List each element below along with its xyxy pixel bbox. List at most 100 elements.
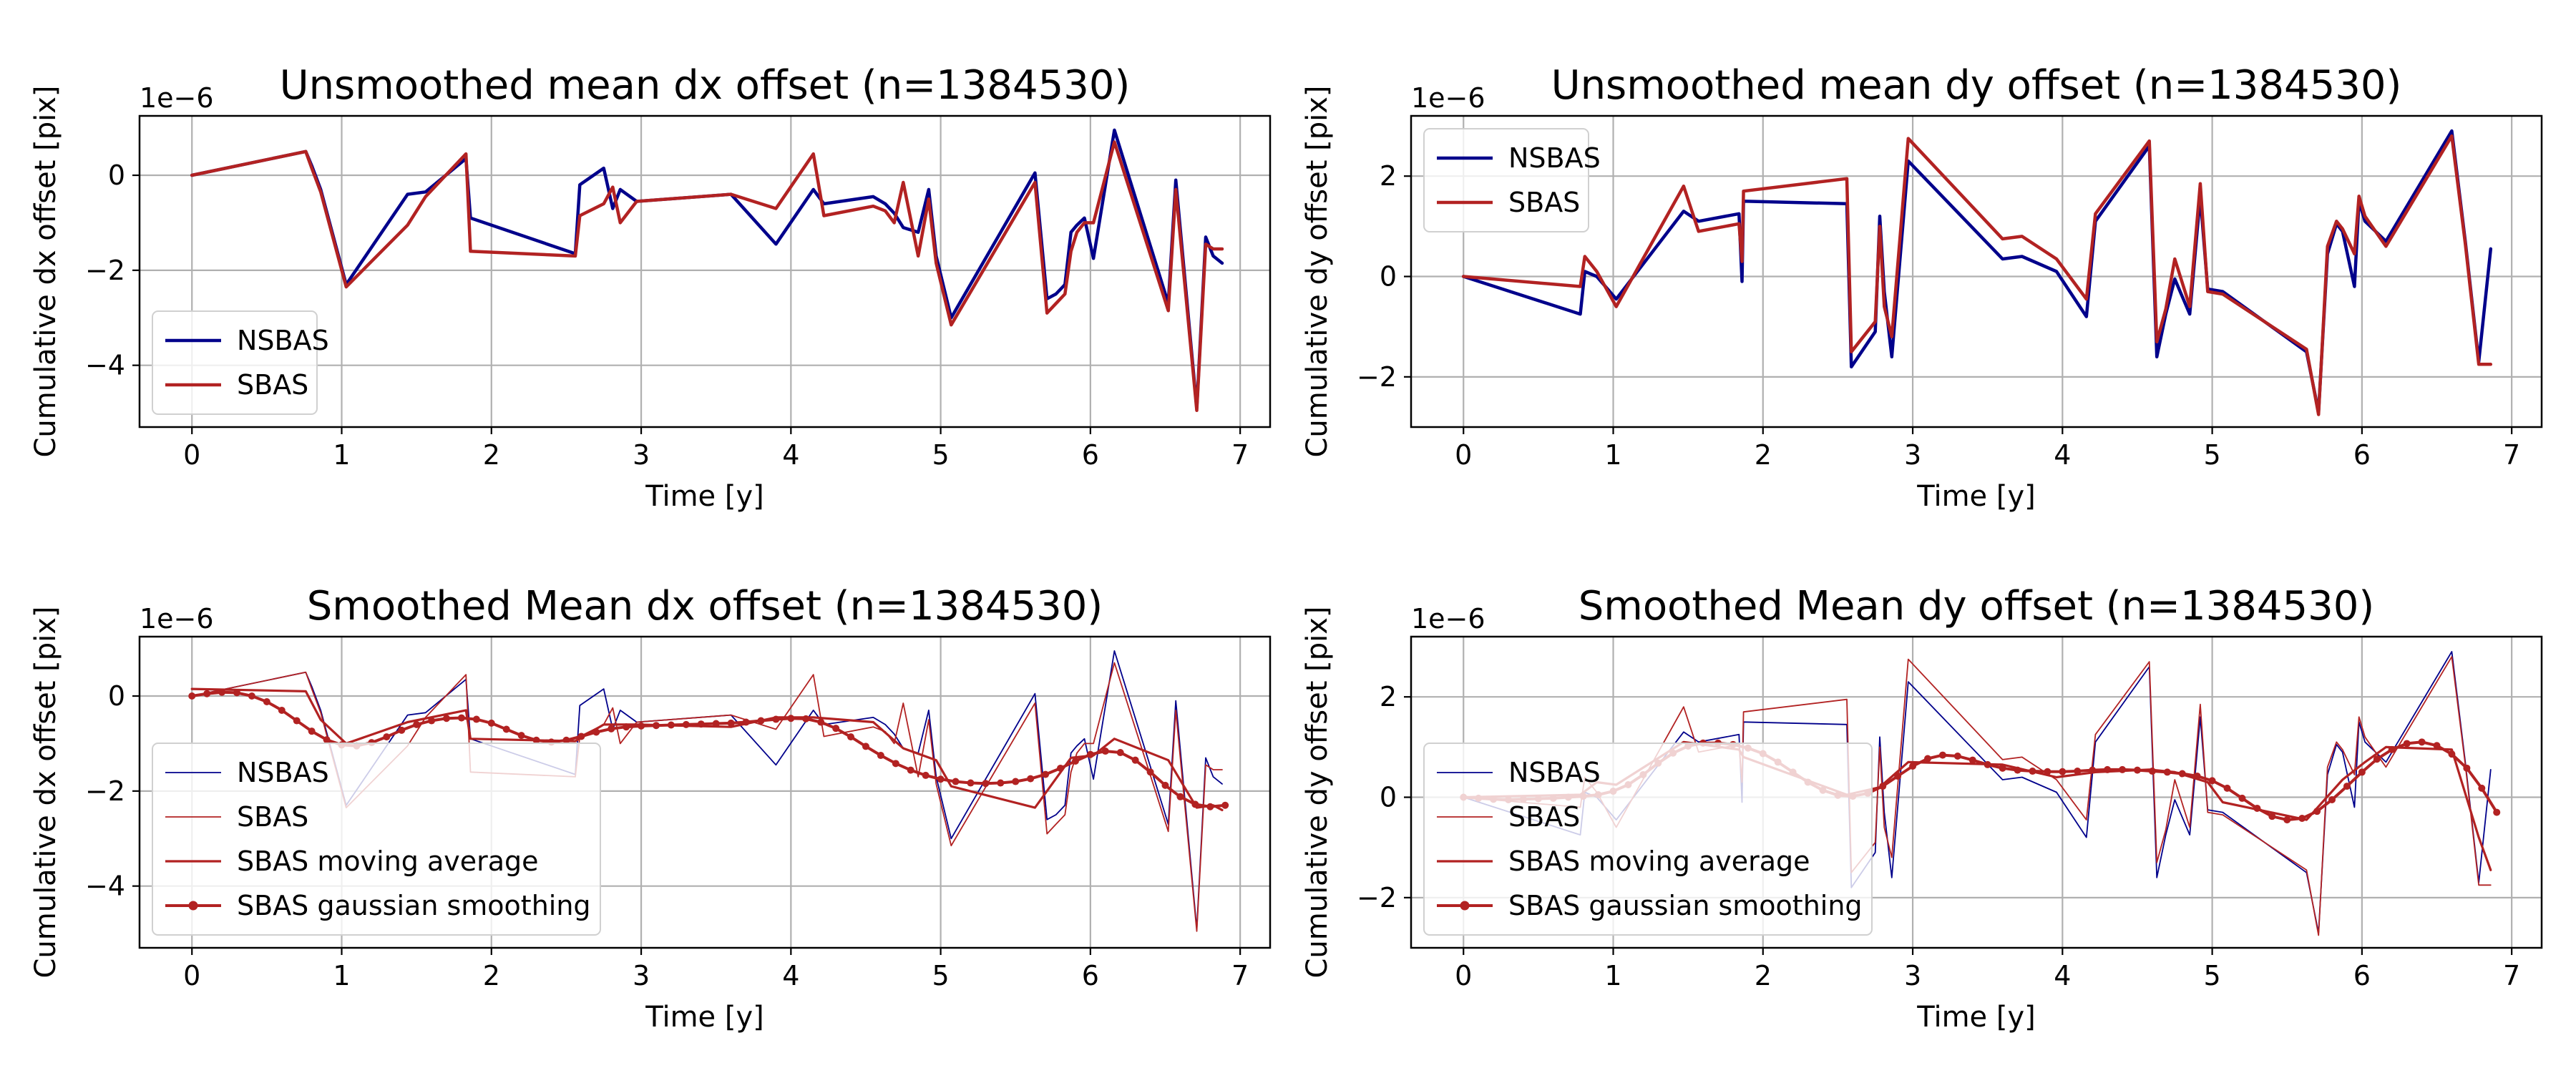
y-tick-label: −2 [85,775,125,807]
x-tick-label: 0 [1455,439,1472,471]
data-point [2148,768,2156,775]
data-point [562,736,570,744]
y-axis-label: Cumulative dy offset [pix] [1301,606,1334,978]
data-point [1968,756,1976,764]
y-tick-label: 0 [108,680,125,712]
data-point [293,717,301,725]
data-point [2298,814,2306,822]
x-tick-label: 6 [2353,439,2371,471]
data-point [982,780,990,788]
y-axis-multiplier: 1e−6 [1411,603,1485,635]
legend: NSBAS SBAS SBAS moving average SBAS gaussia… [152,743,601,936]
data-point [308,727,316,735]
legend-box [152,310,318,415]
x-tick-label: 6 [2353,960,2371,991]
legend: NSBAS SBAS [152,310,329,415]
data-point [323,736,331,744]
y-tick-label: −4 [85,350,125,381]
x-tick-label: 0 [1455,960,1472,991]
data-point [203,690,211,697]
x-tick-label: 4 [782,439,799,471]
y-axis-multiplier: 1e−6 [140,82,214,114]
data-point [2418,738,2426,746]
data-point [1221,801,1229,809]
data-point [2448,750,2456,758]
series-line-sbas [190,140,1224,413]
data-point [2074,768,2082,775]
data-point [1071,758,1079,765]
data-point [2029,768,2036,775]
data-point [1101,748,1109,755]
x-tick-label: 5 [2204,439,2221,471]
x-tick-label: 2 [1755,439,1772,471]
x-tick-label: 7 [1231,439,1249,471]
x-tick-label: 3 [633,439,650,471]
data-point [1042,770,1050,778]
data-point [2433,742,2441,750]
legend-box [1423,128,1589,232]
chart-title: Smoothed Mean dy offset (n=1384530) [1579,583,2374,629]
y-tick-label: 0 [108,160,125,191]
legend: NSBAS SBAS [1423,128,1601,232]
x-tick-label: 3 [1904,960,1921,991]
data-point [2223,784,2231,792]
x-tick-label: 6 [1082,439,1099,471]
x-tick-label: 6 [1082,960,1099,991]
chart-title: Smoothed Mean dx offset (n=1384530) [307,583,1103,629]
axes-frame [138,635,1272,949]
data-point [937,775,945,783]
data-point [2403,740,2411,748]
y-tick-label: 2 [1380,160,1397,192]
data-point [398,726,406,734]
data-point [1057,764,1065,772]
x-axis-label: Time [y] [645,1001,764,1034]
data-point [188,692,196,700]
axis-ticks: 0 1 2 3 4 5 6 7 −2 0 2 [1357,681,2520,991]
data-point [1879,783,1887,790]
data-point [2283,816,2291,824]
y-tick-label: −2 [1357,361,1397,393]
y-tick-label: 2 [1380,681,1397,712]
data-point [1999,764,2006,772]
legend: NSBAS SBAS SBAS moving average SBAS gaussia… [1423,743,1873,936]
data-point [847,733,855,741]
axis-ticks: 0 1 2 3 4 5 6 7 −4 −2 0 [85,160,1249,471]
data-point [817,718,825,726]
plot-area [1461,129,2493,416]
data-point [2044,768,2051,775]
data-point [592,728,600,736]
axis-ticks: 0 1 2 3 4 5 6 7 −4 −2 0 [85,680,1249,991]
y-tick-label: −4 [85,871,125,902]
data-point [2253,804,2261,812]
x-tick-label: 7 [2503,960,2520,991]
data-point [2388,745,2396,753]
data-point [952,778,960,785]
series-line-nsbas [190,128,1224,410]
data-point [967,779,975,787]
data-point [2358,768,2366,776]
legend-label-sbas-moving-average: SBAS moving average [1508,846,1810,877]
x-tick-label: 4 [2054,960,2071,991]
data-point [1131,756,1139,764]
x-tick-label: 3 [1904,439,1921,471]
legend-label-sbas: SBAS [237,801,308,833]
legend-label-sbas-gaussian-smoothing: SBAS gaussian smoothing [1508,890,1863,921]
data-point [667,721,675,729]
data-point [742,718,750,726]
data-point [712,720,720,727]
x-tick-label: 2 [483,960,500,991]
legend-marker [188,901,198,911]
data-point [1116,749,1124,757]
data-point [2059,768,2067,775]
data-point [1206,803,1214,810]
data-point [1953,752,1961,760]
data-point [2104,765,2112,773]
data-point [1161,781,1169,789]
legend-marker [1460,901,1470,911]
x-tick-label: 5 [932,960,950,991]
x-tick-label: 5 [932,439,950,471]
axes-frame [1410,114,2543,428]
panel-dy-smoothed: 0 1 2 3 4 5 6 7 −2 0 2 Smoothed Mean dy offset (n=… [1301,583,2543,1034]
data-point [2268,813,2276,820]
data-point [892,760,899,768]
